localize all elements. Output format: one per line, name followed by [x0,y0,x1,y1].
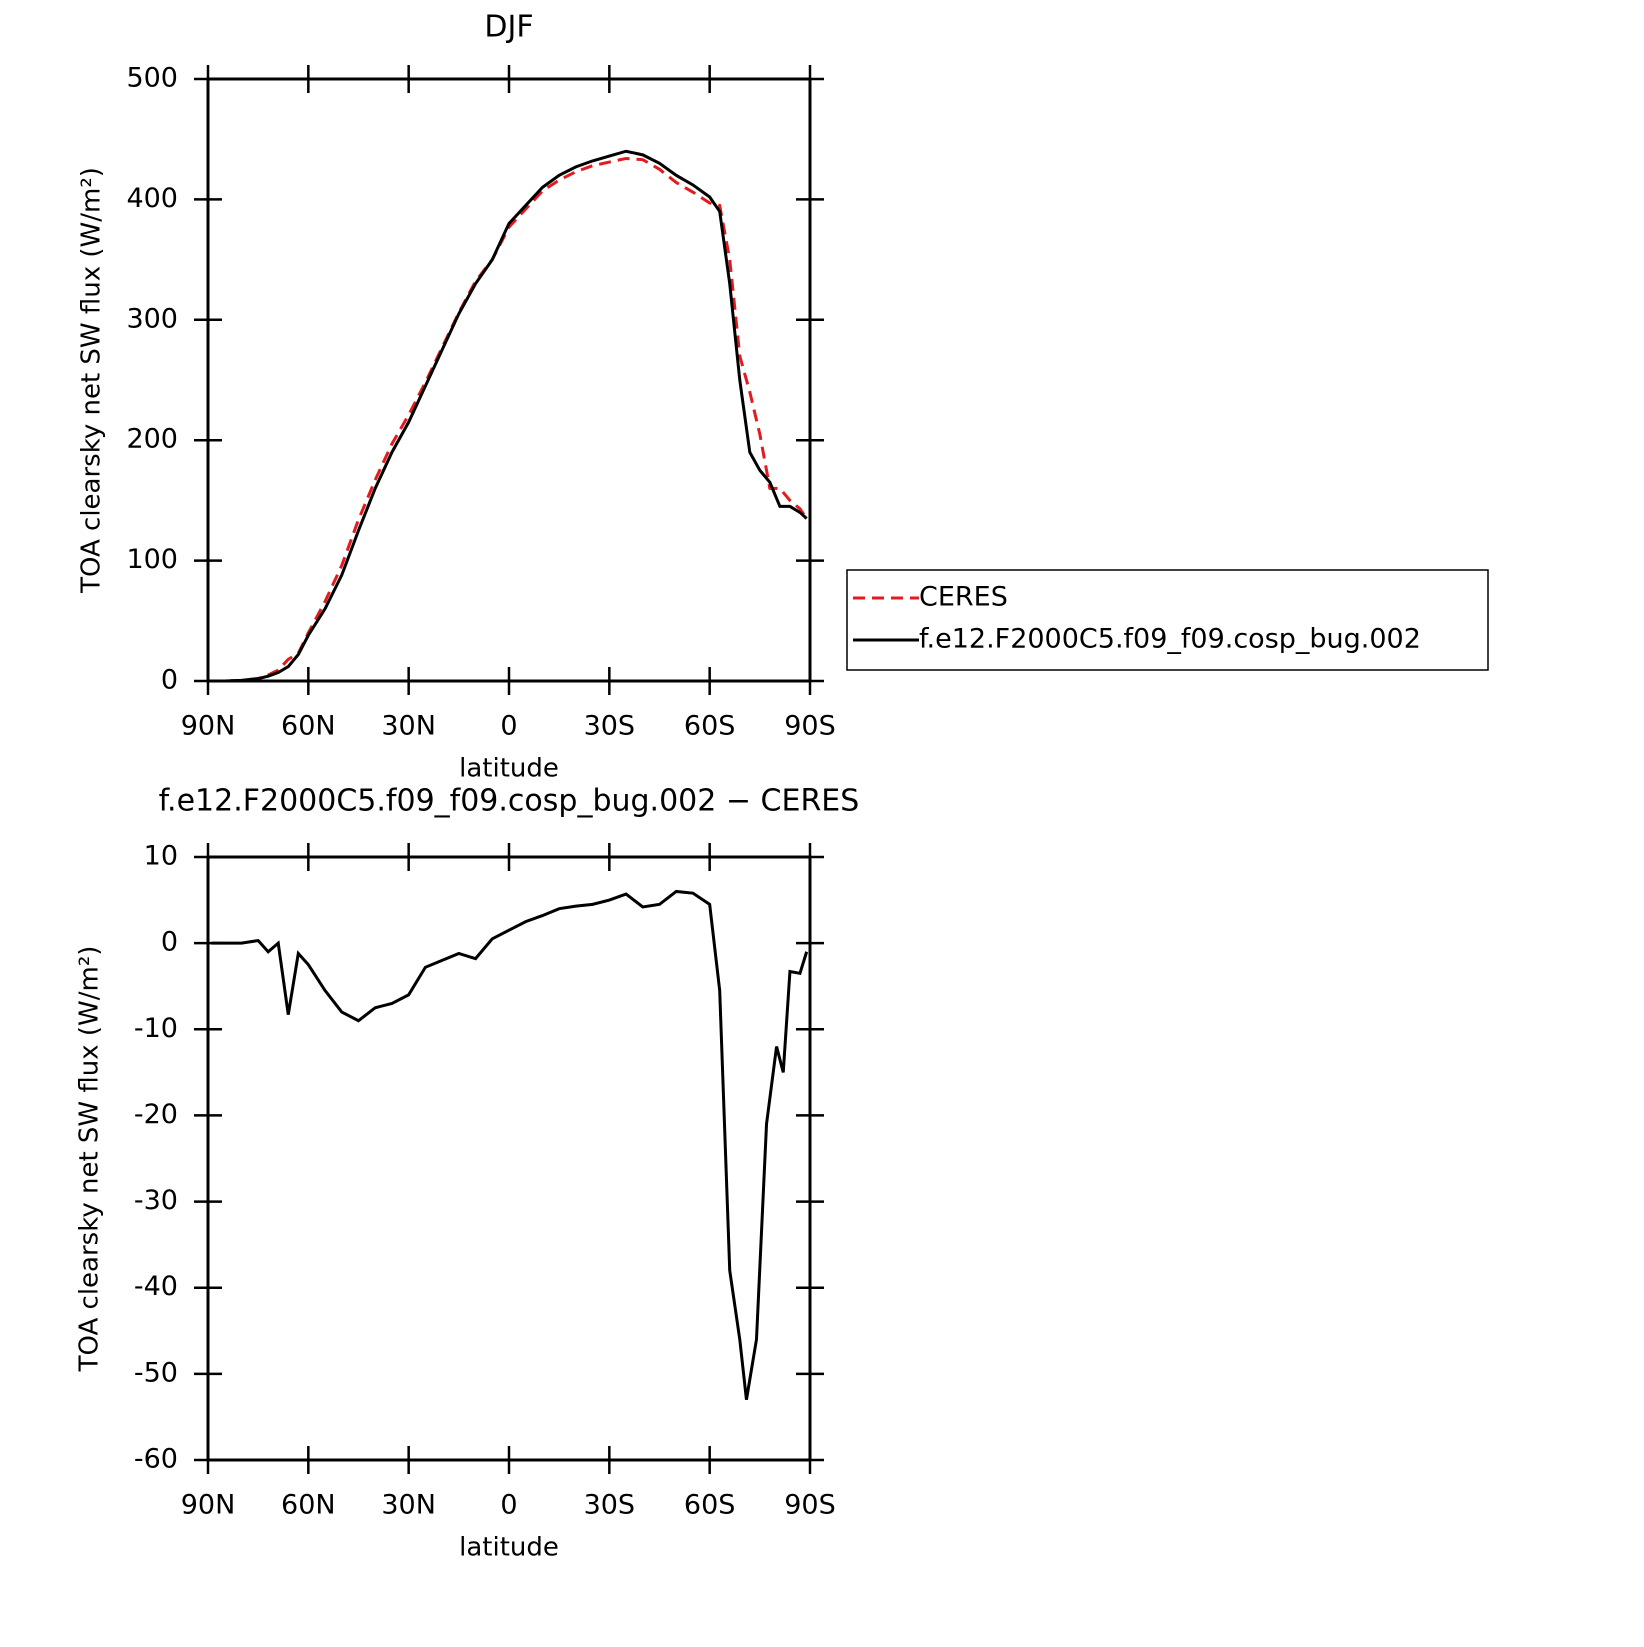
y-tick-label: 400 [126,183,178,214]
legend-label: f.e12.F2000C5.f09_f09.cosp_bug.002 [919,624,1421,655]
y-axis-label: TOA clearsky net SW flux (W/m²) [77,167,107,594]
plot-frame [206,77,812,683]
legend-box [846,569,1489,671]
y-axis-label: TOA clearsky net SW flux (W/m²) [75,946,105,1373]
x-tick-label: 60N [281,711,336,742]
y-tick-label: -30 [134,1185,178,1216]
legend-label: CERES [919,582,1008,613]
x-axis-label: latitude [459,754,559,784]
x-tick-label: 30N [381,711,436,742]
x-tick-label: 30S [584,1490,636,1521]
x-tick-label: 90S [784,1490,836,1521]
x-tick-label: 60S [684,1490,736,1521]
x-tick-label: 30N [381,1490,436,1521]
y-tick-label: -50 [134,1357,178,1388]
data-line [211,889,809,1400]
x-tick-label: 60S [684,711,736,742]
y-tick-label: 10 [144,841,178,872]
y-tick-label: -60 [134,1444,178,1475]
y-tick-label: 100 [126,544,178,575]
data-line [211,156,808,683]
y-tick-label: -10 [134,1013,178,1044]
x-tick-label: 30S [584,711,636,742]
y-tick-label: -20 [134,1099,178,1130]
y-tick-label: 300 [126,303,178,334]
x-tick-label: 0 [500,1490,517,1521]
y-tick-label: -40 [134,1271,178,1302]
x-tick-label: 90S [784,711,836,742]
data-line [211,149,808,683]
y-tick-label: 500 [126,63,178,94]
x-tick-label: 90N [181,711,236,742]
x-axis-label: latitude [459,1533,559,1563]
x-tick-label: 60N [281,1490,336,1521]
chart-title: DJF [484,10,533,45]
y-tick-label: 200 [126,424,178,455]
y-tick-label: 0 [161,927,178,958]
x-tick-label: 0 [500,711,517,742]
y-tick-label: 0 [161,665,178,696]
plot-frame [206,855,812,1462]
x-tick-label: 90N [181,1490,236,1521]
chart-title: f.e12.F2000C5.f09_f09.cosp_bug.002 − CER… [159,784,860,819]
